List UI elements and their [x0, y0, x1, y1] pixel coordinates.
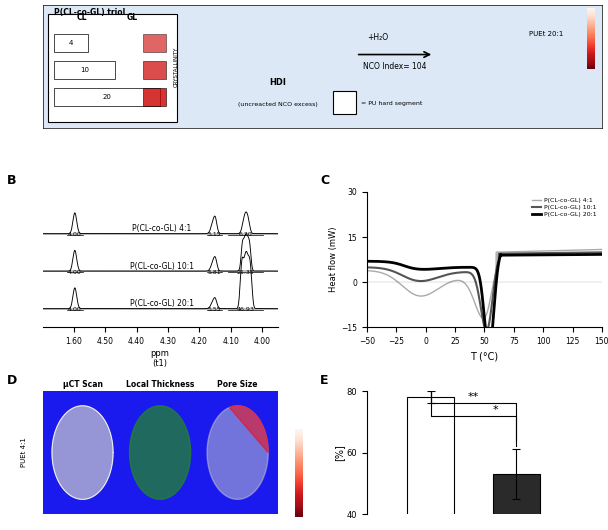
X-axis label: T (°C): T (°C) — [471, 352, 499, 361]
Text: 46.93: 46.93 — [237, 307, 254, 312]
P(CL-co-GL) 10:1 — [376, 265, 383, 271]
Bar — [48, 14, 177, 122]
Polygon shape — [229, 406, 268, 453]
P(CL-co-GL) 4:1 — [604, 246, 608, 252]
Text: NCO Index= 104: NCO Index= 104 — [363, 63, 427, 72]
P(CL-co-GL) 20:1 — [485, 347, 492, 354]
Text: P(CL-co-GL) 20:1: P(CL-co-GL) 20:1 — [130, 299, 193, 308]
P(CL-co-GL) 4:1 — [376, 269, 383, 276]
Y-axis label: [%]: [%] — [334, 444, 344, 461]
Polygon shape — [52, 406, 113, 499]
P(CL-co-GL) 4:1 — [597, 246, 604, 253]
Text: HDI: HDI — [269, 78, 286, 87]
Text: 6.20: 6.20 — [238, 232, 252, 237]
P(CL-co-GL) 10:1 — [597, 249, 604, 255]
Text: PUEt 4:1: PUEt 4:1 — [21, 438, 27, 467]
Text: Pore Size: Pore Size — [218, 381, 258, 390]
Text: CRYSTALLINITY: CRYSTALLINITY — [174, 47, 179, 87]
Text: 5.55: 5.55 — [208, 307, 221, 312]
Bar — [54, 61, 116, 79]
P(CL-co-GL) 20:1 — [376, 258, 383, 264]
Line: P(CL-co-GL) 10:1: P(CL-co-GL) 10:1 — [367, 252, 608, 330]
Legend: P(CL-co-GL) 4:1, P(CL-co-GL) 10:1, P(CL-co-GL) 20:1: P(CL-co-GL) 4:1, P(CL-co-GL) 10:1, P(CL-… — [530, 195, 599, 220]
Bar — [493, 474, 540, 530]
P(CL-co-GL) 4:1 — [480, 315, 487, 322]
Text: C: C — [320, 174, 329, 187]
P(CL-co-GL) 20:1 — [363, 258, 370, 264]
Bar — [143, 88, 165, 106]
Polygon shape — [207, 406, 268, 499]
P(CL-co-GL) 10:1 — [363, 264, 370, 270]
Text: E: E — [320, 374, 328, 386]
P(CL-co-GL) 10:1 — [480, 322, 488, 329]
P(CL-co-GL) 10:1 — [474, 287, 482, 293]
P(CL-co-GL) 4:1 — [474, 307, 482, 313]
Text: D: D — [7, 374, 18, 386]
P(CL-co-GL) 4:1 — [363, 268, 370, 274]
Text: 21.35: 21.35 — [237, 270, 254, 275]
Text: 5.81: 5.81 — [208, 270, 221, 275]
P(CL-co-GL) 20:1 — [474, 268, 482, 275]
Text: CL: CL — [77, 13, 87, 22]
Text: 4.00: 4.00 — [68, 232, 81, 237]
Text: µCT Scan: µCT Scan — [63, 381, 103, 390]
Text: Local Thickness: Local Thickness — [126, 381, 195, 390]
P(CL-co-GL) 4:1 — [597, 246, 604, 253]
Text: P(CL-co-GL) 10:1: P(CL-co-GL) 10:1 — [130, 262, 193, 271]
Text: 4.00: 4.00 — [68, 307, 81, 312]
Bar — [143, 33, 165, 52]
Text: = PU hard segment: = PU hard segment — [361, 101, 423, 107]
Bar — [54, 88, 160, 106]
Text: P(CL-co-GL) 4:1: P(CL-co-GL) 4:1 — [132, 224, 192, 233]
P(CL-co-GL) 4:1 — [480, 315, 488, 321]
X-axis label: ppm
(t1): ppm (t1) — [151, 349, 170, 368]
P(CL-co-GL) 20:1 — [553, 252, 561, 258]
Bar — [143, 61, 165, 79]
P(CL-co-GL) 10:1 — [604, 249, 608, 255]
P(CL-co-GL) 20:1 — [604, 251, 608, 258]
Text: 4.00: 4.00 — [68, 270, 81, 275]
Text: 10: 10 — [80, 67, 89, 73]
Text: **: ** — [468, 392, 479, 402]
Bar — [407, 397, 455, 530]
P(CL-co-GL) 10:1 — [597, 249, 604, 255]
Line: P(CL-co-GL) 4:1: P(CL-co-GL) 4:1 — [367, 249, 608, 319]
Line: P(CL-co-GL) 20:1: P(CL-co-GL) 20:1 — [367, 254, 608, 350]
P(CL-co-GL) 20:1 — [480, 311, 488, 317]
Text: B: B — [7, 174, 17, 187]
Text: +H₂O: +H₂O — [368, 33, 389, 42]
P(CL-co-GL) 10:1 — [553, 250, 561, 256]
P(CL-co-GL) 20:1 — [597, 251, 604, 258]
P(CL-co-GL) 20:1 — [597, 251, 604, 258]
Text: GL: GL — [126, 13, 137, 22]
Polygon shape — [130, 406, 191, 499]
Text: (uncreacted NCO excess): (uncreacted NCO excess) — [238, 102, 317, 107]
P(CL-co-GL) 10:1 — [483, 327, 490, 333]
Text: *: * — [492, 405, 498, 414]
Y-axis label: Heat flow (mW): Heat flow (mW) — [330, 227, 339, 293]
Bar — [333, 92, 356, 113]
Text: 5.15: 5.15 — [208, 232, 221, 237]
Text: PUEt 20:1: PUEt 20:1 — [529, 31, 563, 37]
Text: 4: 4 — [69, 40, 74, 46]
Text: P(CL-co-GL) triol: P(CL-co-GL) triol — [54, 8, 125, 17]
Text: 20: 20 — [103, 94, 111, 100]
P(CL-co-GL) 4:1 — [553, 248, 561, 254]
Bar — [54, 33, 88, 52]
